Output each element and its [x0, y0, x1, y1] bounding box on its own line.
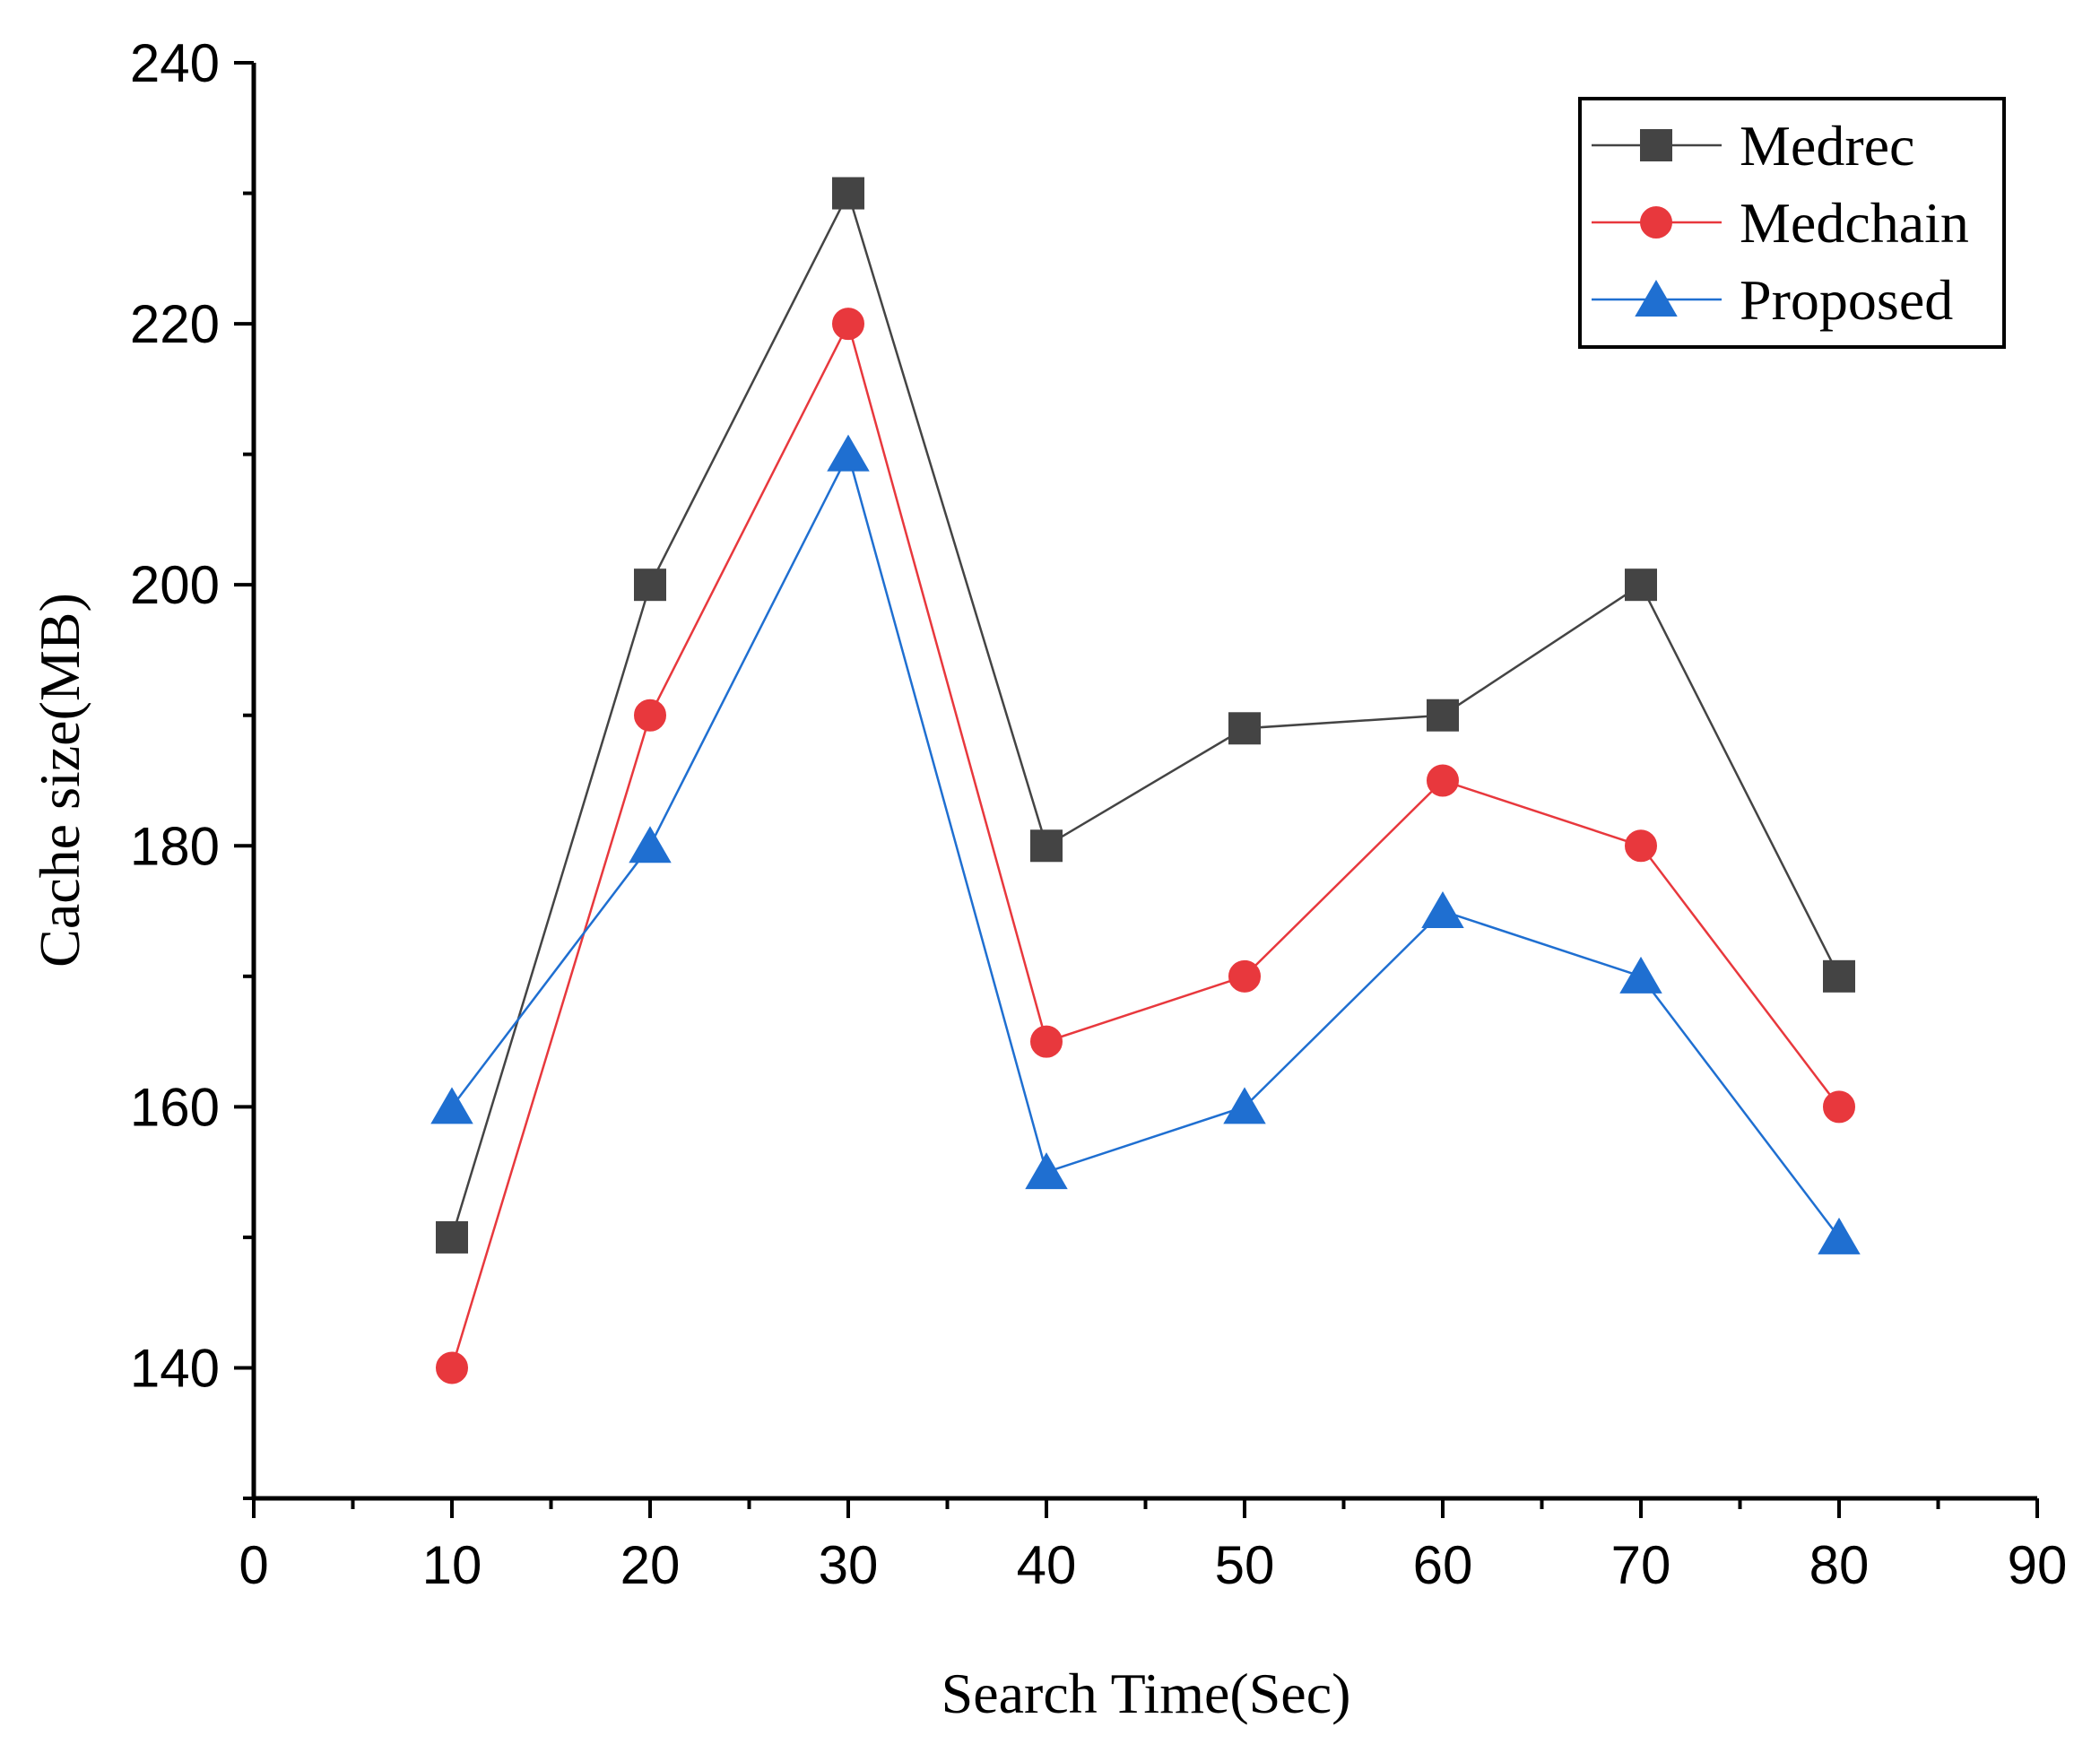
legend-marker-proposed [1635, 280, 1678, 317]
y-tick-label: 240 [130, 33, 220, 93]
data-point-proposed [1818, 1217, 1861, 1254]
y-ticks: 140 160 180 200 220 240 [130, 33, 254, 1500]
y-tick-label: 160 [130, 1077, 220, 1137]
series-line-medrec [450, 190, 1841, 1238]
data-point-medrec [1625, 568, 1657, 602]
data-point-medrec [1030, 829, 1063, 863]
x-tick-label: 60 [1413, 1535, 1473, 1595]
y-tick-label: 140 [130, 1338, 220, 1398]
y-tick-label: 180 [130, 816, 220, 876]
data-point-medrec [634, 568, 666, 602]
legend-marker-medrec [1640, 129, 1672, 161]
data-point-medchain [436, 1351, 468, 1384]
x-tick-label: 90 [2008, 1535, 2068, 1595]
x-ticks: 0 10 20 30 40 50 60 70 80 90 [239, 1498, 2067, 1595]
legend-label-medrec: Medrec [1740, 114, 1914, 178]
data-point-medrec [436, 1220, 468, 1254]
x-tick-label: 50 [1215, 1535, 1275, 1595]
series-markers [430, 177, 1861, 1384]
data-point-proposed [1421, 891, 1464, 929]
x-axis-title: Search Time(Sec) [942, 1662, 1351, 1725]
x-tick-label: 40 [1017, 1535, 1077, 1595]
x-tick-label: 0 [239, 1535, 268, 1595]
data-point-medchain [634, 699, 666, 732]
data-point-medrec [1823, 959, 1855, 993]
x-tick-label: 80 [1809, 1535, 1870, 1595]
series-line-medchain [450, 320, 1840, 1368]
x-tick-label: 70 [1611, 1535, 1671, 1595]
x-tick-label: 10 [422, 1535, 482, 1595]
x-tick-label: 30 [819, 1535, 879, 1595]
data-point-medchain [1427, 764, 1459, 797]
x-tick-label: 20 [620, 1535, 681, 1595]
data-point-medchain [1625, 829, 1657, 863]
data-point-medrec [832, 177, 864, 210]
data-point-proposed [629, 826, 672, 863]
legend: Medrec Medchain Proposed [1578, 97, 2006, 349]
data-point-proposed [1223, 1087, 1266, 1124]
legend-marker-medchain [1640, 206, 1672, 239]
data-point-proposed [1619, 956, 1662, 994]
legend-label-medchain: Medchain [1740, 191, 1969, 255]
series-lines [450, 190, 1841, 1368]
data-point-medchain [1823, 1090, 1855, 1124]
data-point-medchain [1030, 1025, 1063, 1058]
data-point-proposed [827, 434, 870, 472]
series-line-proposed [451, 451, 1840, 1238]
y-tick-label: 200 [130, 555, 220, 615]
data-point-medchain [832, 308, 864, 341]
data-point-medchain [1228, 959, 1261, 993]
data-point-medrec [1427, 699, 1459, 732]
legend-label-proposed: Proposed [1740, 268, 1953, 332]
data-point-proposed [430, 1087, 473, 1124]
y-axis-title: Cache size(MB) [28, 593, 91, 968]
data-point-medrec [1228, 712, 1261, 745]
y-tick-label: 220 [130, 294, 220, 354]
data-point-proposed [1025, 1152, 1068, 1190]
